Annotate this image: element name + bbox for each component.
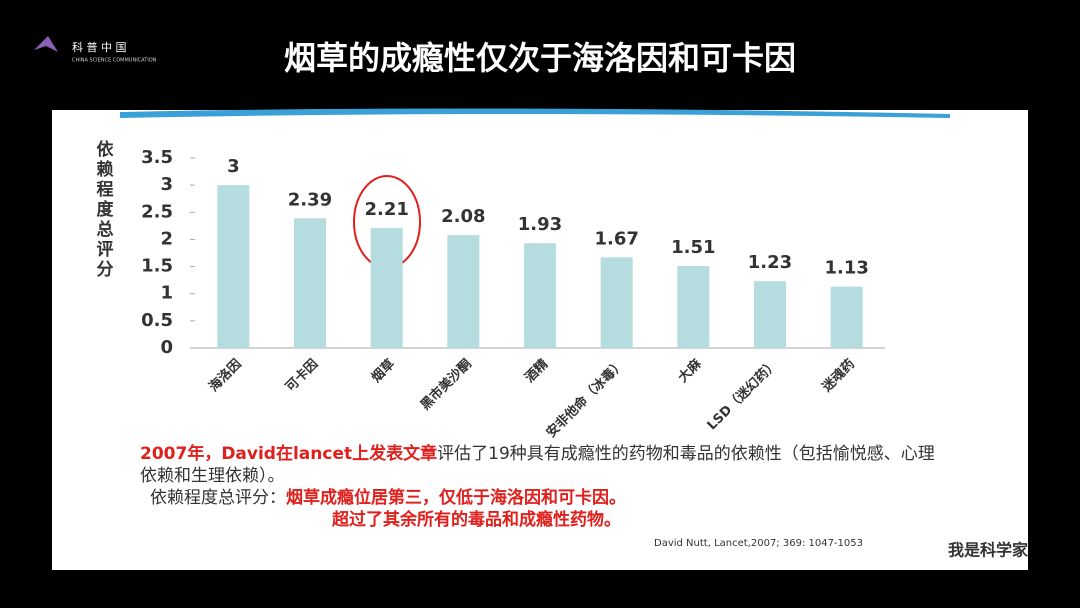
logo-subtitle: CHINA SCIENCE COMMUNICATION bbox=[72, 58, 157, 64]
logo-name: 科 普 中 国 bbox=[72, 40, 127, 54]
bar bbox=[217, 185, 250, 348]
note-text: 评估了19种具有成瘾性的药物和毒品的依赖性（包括愉悦感、心理依赖和生理依赖）。 bbox=[140, 444, 935, 486]
y-tick-label: 3.5 bbox=[141, 147, 173, 168]
bar bbox=[830, 286, 863, 348]
watermark: 我是科学家 bbox=[948, 541, 1029, 560]
data-label: 2.08 bbox=[441, 206, 485, 227]
y-tick-label: 1.5 bbox=[141, 256, 173, 277]
bar bbox=[294, 218, 326, 348]
finding: 超过了其余所有的毒品和成瘾性药物。 bbox=[332, 510, 621, 530]
data-label: 3 bbox=[227, 156, 240, 177]
bar bbox=[447, 235, 480, 348]
data-label: 1.93 bbox=[518, 214, 562, 235]
score-label: 依赖程度总评分： bbox=[150, 488, 286, 508]
logo-icon bbox=[34, 36, 58, 52]
bar bbox=[370, 228, 403, 348]
y-tick-label: 2 bbox=[160, 228, 173, 249]
y-tick-label: 1 bbox=[160, 283, 173, 304]
y-tick-label: 3 bbox=[160, 174, 173, 195]
bar bbox=[524, 243, 556, 348]
y-tick-label: 0 bbox=[160, 337, 173, 358]
note: 2007年，David在lancet上发表文章评估了19种具有成瘾性的药物和毒品… bbox=[140, 443, 950, 531]
y-tick-label: 2.5 bbox=[141, 201, 173, 222]
slide-title: 烟草的成瘾性仅次于海洛因和可卡因 bbox=[284, 39, 796, 77]
swoosh bbox=[120, 108, 950, 118]
data-label: 2.39 bbox=[288, 189, 332, 210]
y-axis-label: 依赖程度总评分 bbox=[97, 139, 115, 280]
data-label: 1.23 bbox=[748, 252, 792, 273]
finding: 烟草成瘾位居第三，仅低于海洛因和可卡因。 bbox=[286, 488, 626, 508]
bar bbox=[754, 281, 786, 348]
data-label: 1.13 bbox=[824, 258, 868, 279]
bar bbox=[600, 257, 633, 348]
data-label: 2.21 bbox=[364, 199, 408, 220]
bar bbox=[677, 266, 710, 348]
note-lead: 2007年，David在lancet上发表文章 bbox=[140, 444, 438, 464]
citation: David Nutt, Lancet,2007; 369: 1047-1053 bbox=[654, 538, 863, 549]
y-tick-label: 0.5 bbox=[141, 310, 173, 331]
data-label: 1.67 bbox=[594, 228, 638, 249]
data-label: 1.51 bbox=[671, 237, 715, 258]
